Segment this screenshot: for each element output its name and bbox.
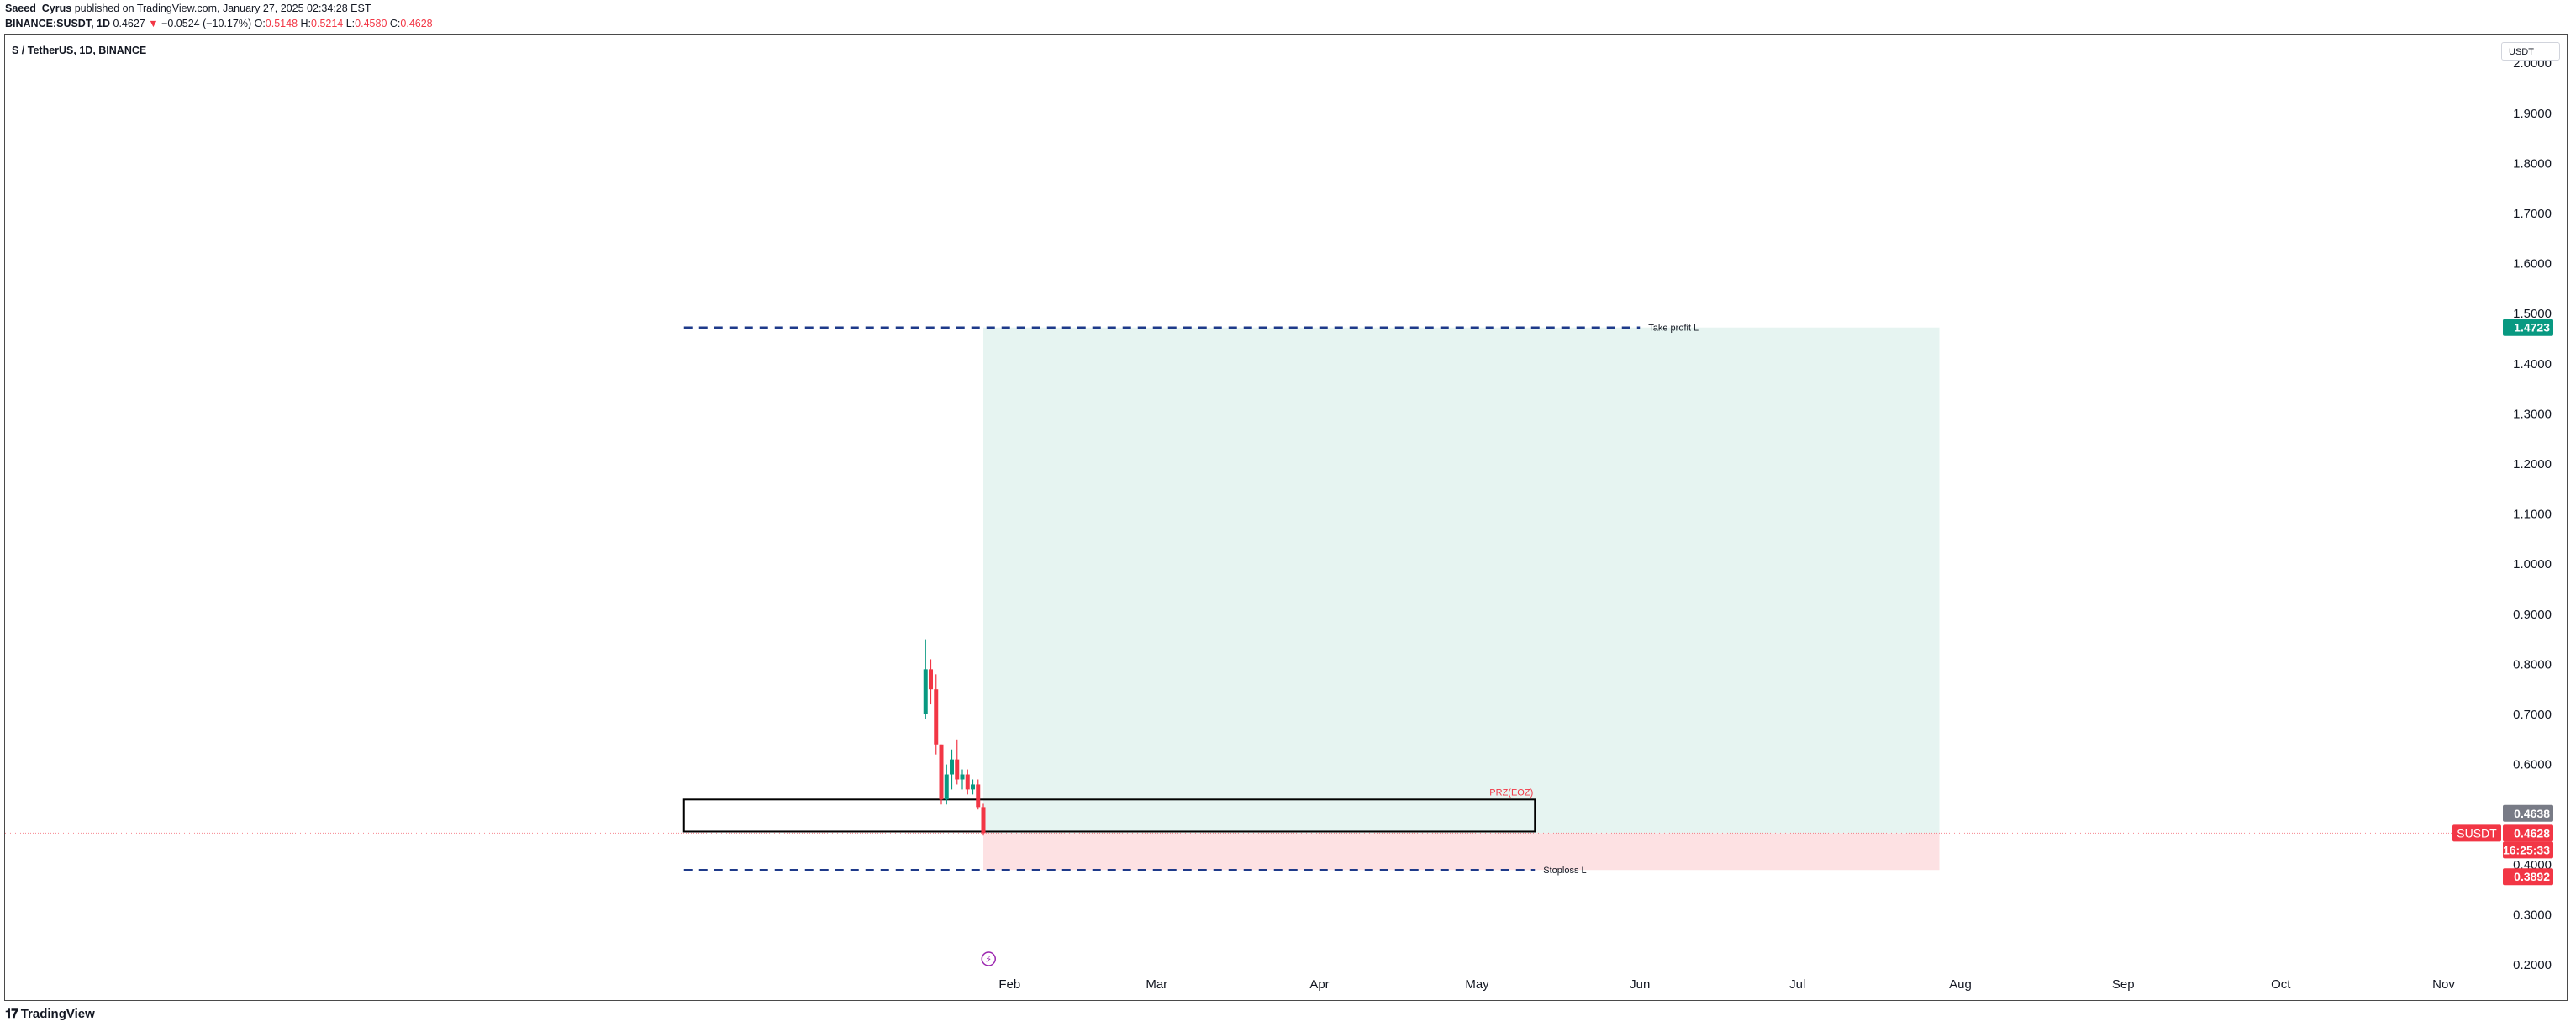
footer-brand[interactable]: 𝟏𝟕 TradingView xyxy=(5,1007,95,1021)
publish-info: Saeed_Cyrus published on TradingView.com… xyxy=(5,3,371,14)
publish-text: published on TradingView.com, January 27… xyxy=(71,3,371,14)
close-label: C: xyxy=(389,18,401,29)
low-label: L: xyxy=(345,18,356,29)
down-arrow-icon: ▼ xyxy=(148,18,159,29)
high-label: H: xyxy=(300,18,312,29)
open-value: 0.5148 xyxy=(265,18,298,29)
high-value: 0.5214 xyxy=(311,18,344,29)
symbol-label: BINANCE:SUSDT, 1D xyxy=(5,18,111,29)
chart-frame xyxy=(4,34,2568,1001)
close-value: 0.4628 xyxy=(400,18,433,29)
chart-title: S / TetherUS, 1D, BINANCE xyxy=(12,45,147,56)
last-price: 0.4627 xyxy=(113,18,145,29)
author-name[interactable]: Saeed_Cyrus xyxy=(5,3,72,14)
open-label: O: xyxy=(254,18,266,29)
tradingview-logo-icon: 𝟏𝟕 xyxy=(5,1007,18,1021)
change-value: −0.0524 (−10.17%) xyxy=(161,18,252,29)
brand-name: TradingView xyxy=(20,1007,95,1021)
ohlc-line: BINANCE:SUSDT, 1D 0.4627 ▼ −0.0524 (−10.… xyxy=(5,18,433,29)
currency-selector[interactable]: USDT xyxy=(2501,42,2560,61)
low-value: 0.4580 xyxy=(355,18,387,29)
